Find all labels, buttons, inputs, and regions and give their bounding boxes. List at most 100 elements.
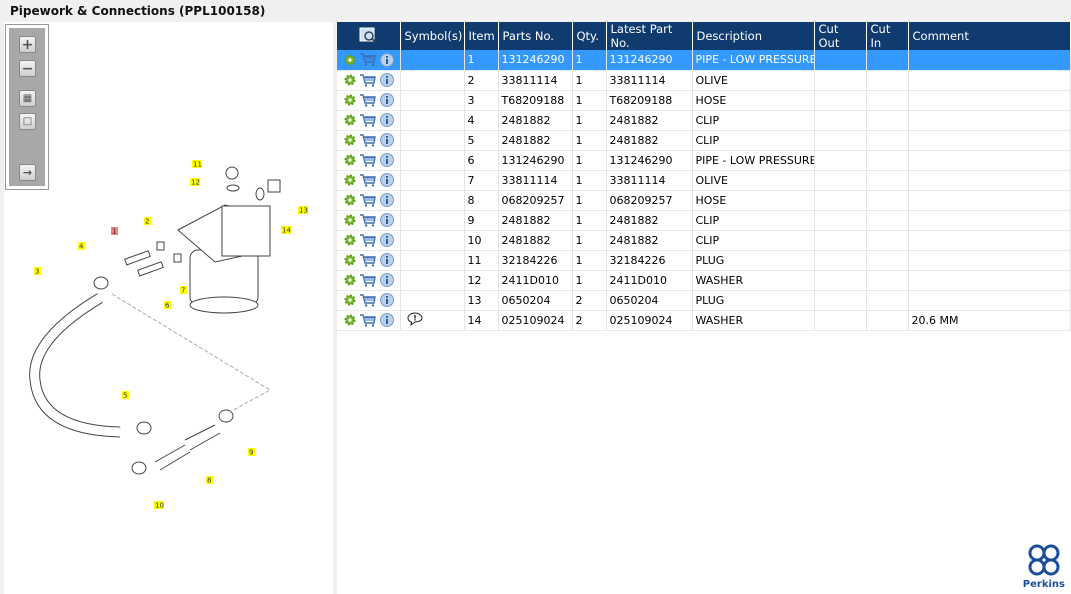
gear-icon[interactable]: [344, 94, 356, 106]
cart-icon[interactable]: [360, 273, 376, 287]
cutout-cell: [814, 70, 867, 91]
callout-9[interactable]: 9: [248, 448, 255, 457]
table-row[interactable]: 9 2481882 1 2481882 CLIP: [337, 210, 1071, 231]
column-header[interactable]: Cut Out: [814, 22, 867, 50]
gear-icon[interactable]: [344, 154, 356, 166]
item-cell: 4: [464, 110, 499, 131]
cart-icon[interactable]: [360, 153, 376, 167]
fit-window-button[interactable]: □: [19, 113, 36, 130]
zoom-out-button[interactable]: −: [19, 60, 36, 77]
callout-2[interactable]: 2: [144, 217, 151, 226]
gear-icon[interactable]: [344, 134, 356, 146]
callout-4[interactable]: 4: [78, 242, 85, 251]
magnifier-icon[interactable]: [359, 27, 377, 43]
gear-icon[interactable]: [344, 234, 356, 246]
callout-12[interactable]: 12: [190, 178, 200, 187]
column-header[interactable]: Comment: [908, 22, 1071, 50]
column-header[interactable]: Description: [692, 22, 815, 50]
latest-cell: 32184226: [606, 250, 693, 271]
info-icon[interactable]: [380, 93, 394, 107]
cart-icon[interactable]: [360, 113, 376, 127]
item-cell: 5: [464, 130, 499, 151]
info-icon[interactable]: [380, 193, 394, 207]
info-icon[interactable]: [380, 313, 394, 327]
item-cell: 7: [464, 170, 499, 191]
info-icon[interactable]: [380, 52, 394, 67]
info-icon[interactable]: [380, 213, 394, 227]
callout-1[interactable]: 1: [111, 227, 118, 236]
callout-10[interactable]: 10: [154, 501, 164, 510]
callout-3[interactable]: 3: [34, 267, 41, 276]
info-icon[interactable]: [380, 73, 394, 87]
info-icon[interactable]: [380, 173, 394, 187]
table-row[interactable]: 10 2481882 1 2481882 CLIP: [337, 230, 1071, 251]
row-actions: [337, 310, 401, 331]
search-column-header[interactable]: [337, 22, 401, 50]
gear-icon[interactable]: [344, 74, 356, 86]
gear-icon[interactable]: [344, 194, 356, 206]
diagram-toolbar: + − ▦ □ →: [5, 24, 49, 190]
column-header[interactable]: Cut In: [866, 22, 909, 50]
info-icon[interactable]: [380, 153, 394, 167]
table-row[interactable]: 11 32184226 1 32184226 PLUG: [337, 250, 1071, 271]
gear-icon[interactable]: [344, 294, 356, 306]
cart-icon[interactable]: [360, 73, 376, 87]
gear-icon[interactable]: [344, 214, 356, 226]
table-row[interactable]: 7 33811114 1 33811114 OLIVE: [337, 170, 1071, 191]
comment-cell: [908, 90, 1071, 111]
column-header[interactable]: Qty.: [572, 22, 607, 50]
callout-6[interactable]: 6: [164, 301, 171, 310]
table-row[interactable]: 1 131246290 1 131246290 PIPE - LOW PRESSURE …: [337, 50, 1071, 71]
callout-8[interactable]: 8: [206, 476, 213, 485]
info-icon[interactable]: [380, 253, 394, 267]
cart-icon[interactable]: [360, 233, 376, 247]
cart-icon[interactable]: [360, 293, 376, 307]
table-row[interactable]: 14 025109024 2 025109024 WASHER 20.6 MM: [337, 310, 1071, 331]
gear-icon[interactable]: [344, 54, 356, 66]
gear-icon[interactable]: [344, 174, 356, 186]
cart-icon[interactable]: [360, 313, 376, 327]
cart-icon[interactable]: [360, 253, 376, 267]
info-icon[interactable]: [380, 133, 394, 147]
cart-icon[interactable]: [360, 53, 376, 66]
cart-icon[interactable]: [360, 133, 376, 147]
info-icon[interactable]: [380, 293, 394, 307]
column-header[interactable]: Parts No.: [498, 22, 573, 50]
table-row[interactable]: 13 0650204 2 0650204 PLUG: [337, 290, 1071, 311]
cart-icon[interactable]: [360, 193, 376, 207]
info-icon[interactable]: [380, 233, 394, 247]
gear-icon[interactable]: [344, 314, 356, 326]
callout-14[interactable]: 14: [281, 226, 291, 235]
table-row[interactable]: 8 068209257 1 068209257 HOSE: [337, 190, 1071, 211]
cart-icon[interactable]: [360, 93, 376, 107]
callout-13[interactable]: 13: [298, 206, 308, 215]
gear-icon[interactable]: [344, 114, 356, 126]
cart-icon[interactable]: [360, 213, 376, 227]
column-header[interactable]: Latest Part No.: [606, 22, 693, 50]
callout-5[interactable]: 5: [122, 391, 129, 400]
gear-icon[interactable]: [344, 254, 356, 266]
cart-icon[interactable]: [360, 173, 376, 187]
table-row[interactable]: 4 2481882 1 2481882 CLIP: [337, 110, 1071, 131]
info-icon[interactable]: [380, 113, 394, 127]
diagram-panel[interactable]: 11 12 13 14 2 1 4 3 6 7 5 9 8 10: [4, 22, 333, 594]
column-header[interactable]: Item: [464, 22, 499, 50]
column-header[interactable]: Symbol(s): [400, 22, 465, 50]
comment-bubble-icon[interactable]: [406, 311, 423, 326]
table-row[interactable]: 2 33811114 1 33811114 OLIVE: [337, 70, 1071, 91]
export-to-list-button[interactable]: →: [19, 164, 36, 181]
gear-icon[interactable]: [344, 274, 356, 286]
minus-icon: −: [21, 60, 34, 77]
table-row[interactable]: 6 131246290 1 131246290 PIPE - LOW PRESSURE …: [337, 150, 1071, 171]
fit-all-button[interactable]: ▦: [19, 90, 36, 107]
table-row[interactable]: 3 T68209188 1 T68209188 HOSE: [337, 90, 1071, 111]
table-row[interactable]: 5 2481882 1 2481882 CLIP: [337, 130, 1071, 151]
callout-11[interactable]: 11: [192, 160, 202, 169]
row-actions: [337, 130, 401, 151]
info-icon[interactable]: [380, 273, 394, 287]
item-cell: 13: [464, 290, 499, 311]
table-row[interactable]: 12 2411D010 1 2411D010 WASHER: [337, 270, 1071, 291]
zoom-in-button[interactable]: +: [19, 36, 36, 53]
callout-7[interactable]: 7: [180, 286, 187, 295]
